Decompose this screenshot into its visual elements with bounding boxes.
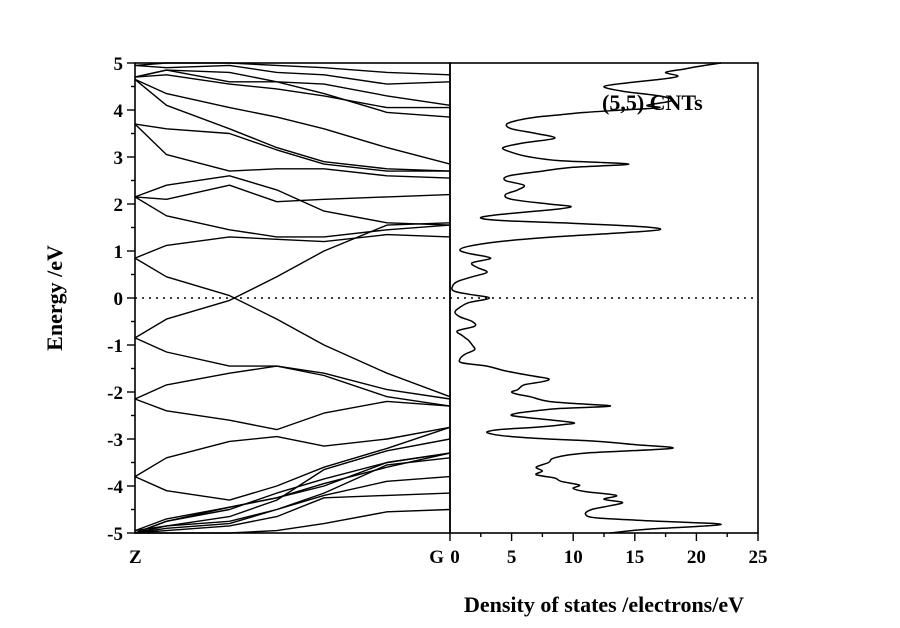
band-line-5 bbox=[134, 196, 451, 238]
band-line-18 bbox=[134, 69, 451, 106]
band-line-28 bbox=[134, 475, 451, 532]
band-line-1 bbox=[134, 257, 451, 398]
dos-annotation: (5,5) CNTs bbox=[602, 90, 703, 115]
x-tick-labels: 0 5 10 15 20 25 bbox=[450, 547, 767, 568]
band-line-10 bbox=[134, 123, 451, 179]
y-tick-label: 4 bbox=[114, 101, 124, 122]
dos-curve-line bbox=[451, 62, 722, 534]
dos-curve bbox=[451, 62, 722, 534]
x-tick-label: 5 bbox=[507, 547, 517, 568]
y-tick-label: -4 bbox=[107, 477, 123, 498]
band-structure-lines bbox=[134, 62, 451, 534]
y-tick-label: -2 bbox=[107, 383, 123, 404]
band-line-7 bbox=[134, 365, 451, 407]
band-line-19 bbox=[134, 64, 451, 85]
y-tick-labels: -5 -4 -3 -2 -1 0 1 2 3 4 5 bbox=[107, 54, 123, 545]
band-line-9 bbox=[134, 184, 451, 203]
y-tick-label: -3 bbox=[107, 430, 123, 451]
x-tick-label: 0 bbox=[450, 547, 460, 568]
y-tick-label: 2 bbox=[114, 195, 124, 216]
x-tick-label: 20 bbox=[687, 547, 706, 568]
x-tick-label: 10 bbox=[564, 547, 583, 568]
band-line-3 bbox=[134, 233, 451, 259]
band-line-25 bbox=[134, 492, 451, 534]
band-line-17 bbox=[134, 74, 450, 109]
k-point-label: G bbox=[429, 547, 444, 568]
band-line-15 bbox=[134, 78, 451, 165]
x-axis-title: Density of states /electrons/eV bbox=[464, 592, 744, 617]
y-tick-label: 1 bbox=[114, 242, 124, 263]
band-line-24 bbox=[134, 452, 451, 532]
band-line-12 bbox=[134, 426, 451, 478]
x-tick-label: 15 bbox=[625, 547, 644, 568]
y-tick-label: 5 bbox=[114, 54, 124, 75]
band-line-6 bbox=[134, 175, 451, 226]
band-line-4 bbox=[134, 337, 451, 400]
k-point-labels: Z G bbox=[129, 547, 444, 568]
axis-ticks bbox=[127, 62, 759, 541]
y-tick-label: -1 bbox=[107, 336, 123, 357]
band-line-13 bbox=[134, 426, 451, 501]
x-tick-label: 25 bbox=[749, 547, 768, 568]
band-line-2 bbox=[134, 222, 451, 339]
y-axis-title: Energy /eV bbox=[42, 245, 67, 351]
band-line-14 bbox=[134, 78, 451, 172]
band-line-8 bbox=[134, 398, 451, 431]
y-tick-label: 3 bbox=[114, 148, 124, 169]
y-tick-label: 0 bbox=[114, 289, 124, 310]
k-point-label: Z bbox=[129, 547, 142, 568]
band-line-11 bbox=[134, 123, 450, 172]
y-tick-label: -5 bbox=[107, 524, 123, 545]
